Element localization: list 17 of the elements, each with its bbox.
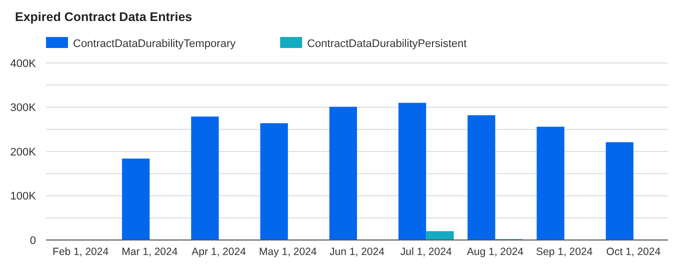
x-tick-label: Aug 1, 2024 bbox=[466, 246, 524, 258]
y-tick-label: 100K bbox=[10, 190, 37, 203]
x-tick-label: Jul 1, 2024 bbox=[400, 246, 452, 258]
y-tick-label: 300K bbox=[10, 102, 37, 114]
x-tick-label: Mar 1, 2024 bbox=[122, 246, 178, 258]
x-tick-label: Apr 1, 2024 bbox=[192, 246, 246, 258]
x-tick-label: May 1, 2024 bbox=[258, 246, 317, 258]
legend-label: ContractDataDurabilityTemporary bbox=[73, 38, 236, 50]
x-tick-label: Oct 1, 2024 bbox=[606, 246, 661, 258]
x-tick-label: Feb 1, 2024 bbox=[52, 246, 109, 258]
x-tick-label: Sep 1, 2024 bbox=[536, 246, 593, 258]
y-tick-label: 200K bbox=[10, 146, 37, 158]
chart-title: Expired Contract Data Entries bbox=[15, 10, 192, 24]
y-tick-label: 0 bbox=[30, 234, 36, 247]
legend-label: ContractDataDurabilityPersistent bbox=[307, 38, 467, 50]
x-tick-label: Jun 1, 2024 bbox=[330, 246, 385, 258]
y-tick-label: 400K bbox=[10, 58, 37, 70]
